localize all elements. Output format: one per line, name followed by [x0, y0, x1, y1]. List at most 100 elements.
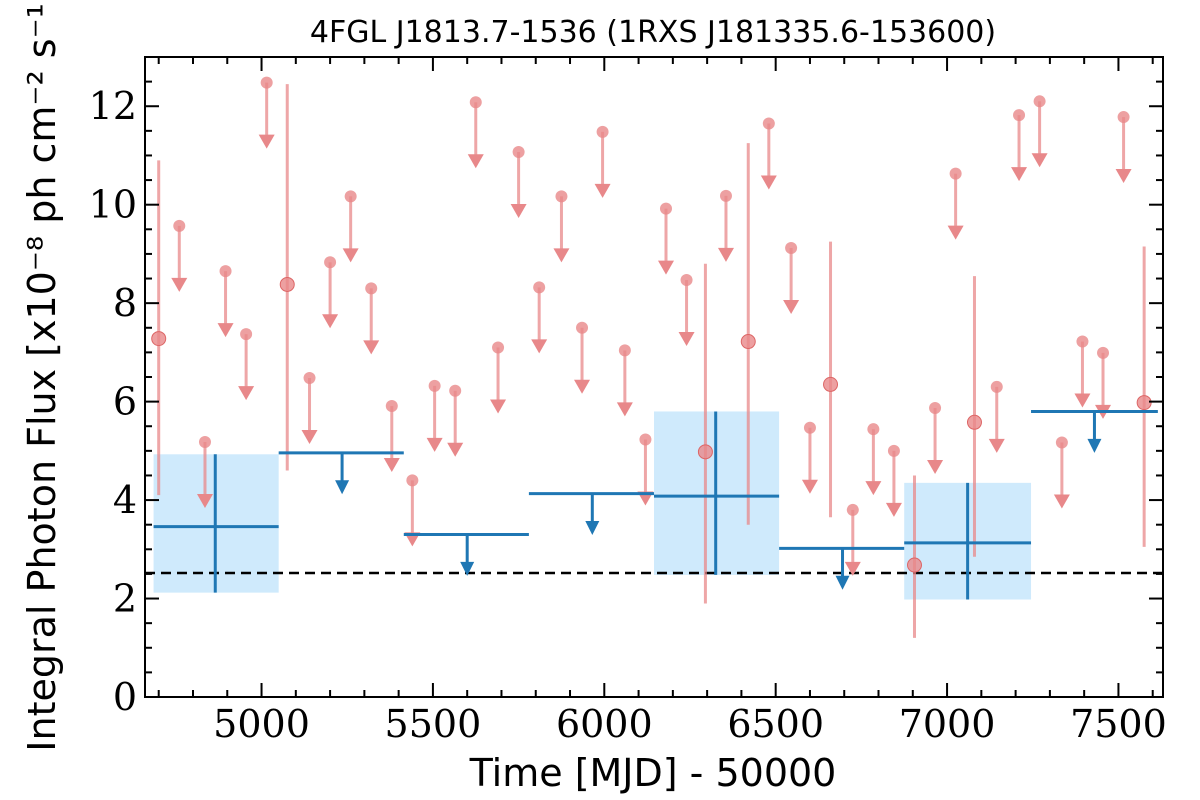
y-tick-label: 6: [113, 380, 137, 424]
y-tick-label: 2: [113, 577, 137, 621]
short-bin-upper-limit-arrow: [594, 183, 611, 198]
axes: 5000 5500 6000 6500 7000 7500 0 2 4 6 8 10 12: [89, 56, 1167, 746]
short-bin-upper-limit-point: [867, 423, 880, 436]
short-bin-upper-limit-point: [1097, 346, 1110, 359]
short-bin-upper-limit-point: [785, 242, 798, 255]
short-bin-upper-limit-point: [240, 328, 253, 341]
y-tick-label: 0: [113, 675, 137, 719]
short-bin-upper-limit-arrow: [1053, 494, 1070, 509]
y-tick-label: 10: [89, 183, 137, 227]
short-bin-upper-limit-point: [555, 190, 568, 203]
short-bin-upper-limit-arrow: [927, 460, 944, 475]
short-bin-upper-limit-point: [576, 321, 589, 334]
x-tick-label: 6000: [556, 702, 653, 746]
short-bin-upper-limit-arrow: [531, 339, 548, 354]
short-bin-upper-limit-point: [596, 125, 609, 138]
short-bin-upper-limit-point: [469, 96, 482, 109]
short-bin-upper-limit-point: [719, 189, 732, 202]
long-bin-upper-limit-arrow: [585, 521, 600, 536]
short-bin-upper-limit-arrow: [553, 248, 570, 263]
short-bin-upper-limit-arrow: [217, 323, 234, 338]
chart-title: 4FGL J1813.7-1536 (1RXS J181335.6-153600…: [310, 15, 996, 50]
plot-frame: [144, 56, 1164, 698]
short-bin-upper-limit-point: [428, 379, 441, 392]
short-bin-upper-limit-arrow: [490, 399, 507, 414]
y-tick-label: 4: [113, 478, 137, 522]
short-bin-upper-limit-point: [260, 76, 273, 89]
short-bin-upper-limit-point: [990, 380, 1003, 393]
short-bin-point: [966, 414, 982, 430]
short-bin-point: [823, 376, 839, 392]
short-bin-upper-limit-point: [1076, 335, 1089, 348]
x-tick-label: 7500: [1070, 702, 1167, 746]
short-bin-upper-limit-arrow: [467, 154, 484, 169]
short-bin-upper-limit-point: [198, 435, 211, 448]
short-bin-upper-limit-point: [803, 421, 816, 434]
short-bin-upper-limit-point: [406, 474, 419, 487]
short-bin-upper-limit-point: [680, 274, 693, 287]
short-bin-upper-limit-point: [365, 282, 378, 295]
short-bin-upper-limit-arrow: [783, 300, 800, 315]
short-bin-upper-limit-arrow: [447, 442, 464, 457]
short-bin-point: [279, 276, 295, 292]
short-bin-upper-limit-arrow: [657, 260, 674, 275]
short-bin-upper-limit-point: [533, 281, 546, 294]
x-tick-label: 5000: [213, 702, 310, 746]
short-bin-point: [697, 444, 713, 460]
short-bin-upper-limit-arrow: [171, 277, 188, 292]
short-bin-upper-limit-arrow: [678, 332, 695, 347]
short-bin-upper-limit-arrow: [574, 379, 591, 394]
short-bin-upper-limit-point: [639, 433, 652, 446]
short-bin-upper-limit-point: [762, 117, 775, 130]
short-bin-upper-limit-point: [1013, 109, 1026, 122]
short-bin-upper-limit-point: [492, 341, 505, 354]
short-bin-upper-limit-arrow: [885, 502, 902, 517]
short-bin-point: [151, 331, 167, 347]
short-bin-upper-limit-arrow: [196, 493, 213, 508]
short-bin-upper-limit-point: [512, 146, 525, 159]
short-bin-upper-limit-arrow: [801, 479, 818, 494]
short-bin-point: [906, 557, 922, 573]
short-bin-upper-limit-arrow: [844, 561, 861, 576]
short-bin-upper-limit-point: [324, 256, 337, 269]
short-bin-upper-limit-point: [929, 402, 942, 415]
short-bin-upper-limit-arrow: [383, 458, 400, 473]
short-bin-upper-limit-arrow: [322, 314, 339, 329]
x-axis-label: Time [MJD] - 50000: [469, 751, 837, 795]
short-bin-upper-limit-arrow: [1115, 169, 1132, 184]
short-bin-upper-limit-point: [949, 167, 962, 180]
short-bin-upper-limit-arrow: [363, 340, 380, 355]
plot-area: [145, 76, 1163, 638]
y-tick-label: 8: [113, 281, 137, 325]
y-tick-label: 12: [89, 84, 137, 128]
short-bin-upper-limit-point: [385, 400, 398, 413]
y-axis-label: Integral Photon Flux [x10⁻⁸ ph cm⁻² s⁻¹]: [20, 0, 64, 752]
short-bin-upper-limit-point: [219, 265, 232, 278]
short-bin-upper-limit-arrow: [760, 175, 777, 190]
short-bin-upper-limit-arrow: [301, 429, 318, 444]
short-bin-upper-limit-arrow: [238, 386, 255, 401]
long-bin-upper-limit-arrow: [335, 480, 350, 495]
short-bin-upper-limit-arrow: [1031, 153, 1048, 168]
short-bin-upper-limit-point: [344, 190, 357, 203]
short-bin-upper-limit-point: [618, 344, 631, 357]
short-bin-upper-limit-arrow: [426, 437, 443, 452]
short-bin-upper-limit-point: [1117, 111, 1130, 124]
x-tick-label: 5500: [385, 702, 482, 746]
short-bin-upper-limit-point: [173, 219, 186, 232]
short-bin-upper-limit-arrow: [510, 204, 527, 219]
short-bin-upper-limit-arrow: [1074, 393, 1091, 408]
short-bin-upper-limit-arrow: [947, 225, 964, 240]
short-bin-upper-limit-point: [1055, 436, 1068, 449]
long-bin-upper-limit-arrow: [835, 575, 850, 590]
short-bin-upper-limit-point: [846, 503, 859, 516]
short-bin-upper-limit-point: [449, 384, 462, 397]
short-bin-upper-limit-arrow: [865, 481, 882, 496]
short-bin-upper-limit-arrow: [342, 248, 359, 263]
short-bin-upper-limit-point: [1033, 95, 1046, 108]
short-bin-point: [740, 334, 756, 350]
x-tick-label: 7000: [899, 702, 996, 746]
short-bin-upper-limit-arrow: [1011, 167, 1028, 182]
short-bin-upper-limit-arrow: [717, 247, 734, 262]
short-bin-upper-limit-point: [887, 444, 900, 457]
